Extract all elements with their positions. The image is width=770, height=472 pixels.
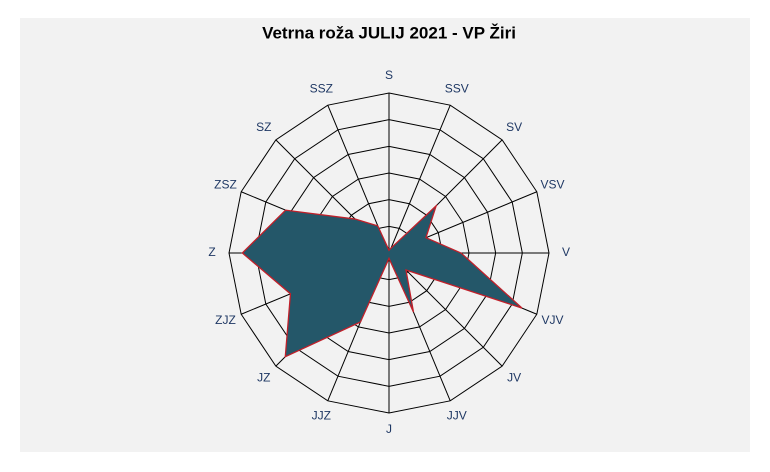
axis-label: SV xyxy=(506,120,522,134)
axis-label: SZ xyxy=(256,120,271,134)
axis-label: SSZ xyxy=(310,82,333,96)
axis-label: Z xyxy=(208,245,215,259)
axis-label: J xyxy=(386,422,392,436)
axis-label: ZSZ xyxy=(214,177,237,191)
axis-label: ZJZ xyxy=(215,313,236,327)
axis-label: JZ xyxy=(257,370,270,384)
chart-area xyxy=(20,18,750,452)
spoke xyxy=(388,252,503,367)
axis-label: VSV xyxy=(541,177,565,191)
axis-label: JJV xyxy=(447,409,467,423)
series-area xyxy=(241,203,523,358)
axis-label: SSV xyxy=(445,82,469,96)
axis-label: JV xyxy=(507,370,521,384)
axis-label: JJZ xyxy=(312,409,331,423)
axis-label: S xyxy=(385,68,393,82)
axis-label: V xyxy=(562,245,570,259)
axis-label: VJV xyxy=(542,313,564,327)
spoke xyxy=(388,104,451,254)
chart-title: Vetrna roža JULIJ 2021 - VP Žiri xyxy=(262,23,516,42)
